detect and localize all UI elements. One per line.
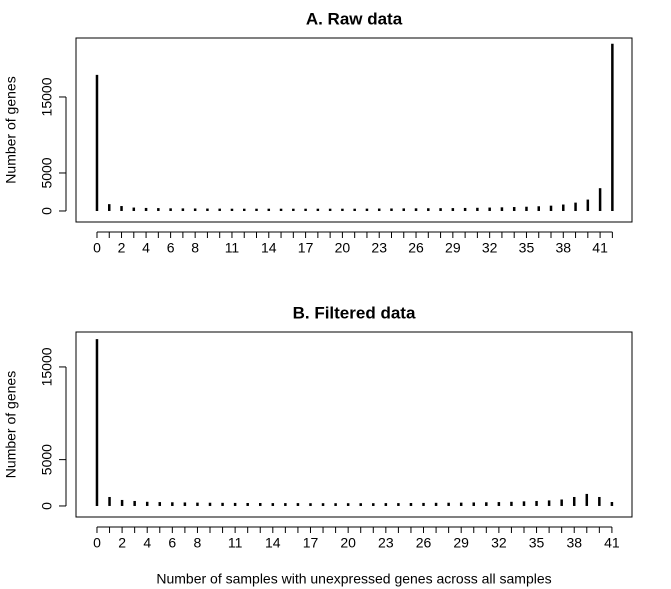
x-tick-label: 38	[566, 535, 582, 551]
x-tick-label: 0	[93, 535, 101, 551]
x-tick-label: 0	[93, 240, 101, 256]
plot-frame	[75, 37, 633, 223]
x-tick-label: 26	[408, 240, 424, 256]
x-tick-label: 23	[371, 240, 387, 256]
y-tick-label: 5000	[39, 444, 55, 475]
y-tick-label: 15000	[39, 77, 55, 116]
x-tick-label: 32	[491, 535, 507, 551]
y-tick-label: 0	[39, 502, 55, 510]
y-axis-label: Number of genes	[3, 371, 19, 478]
x-tick-label: 41	[592, 240, 608, 256]
y-axis-label: Number of genes	[3, 76, 19, 183]
x-tick-label: 20	[340, 535, 356, 551]
y-tick-label: 5000	[39, 157, 55, 188]
x-tick-label: 35	[519, 240, 535, 256]
x-tick-label: 23	[378, 535, 394, 551]
x-tick-label: 8	[194, 535, 202, 551]
x-tick-label: 6	[167, 240, 175, 256]
x-tick-label: 29	[453, 535, 469, 551]
x-tick-label: 14	[261, 240, 277, 256]
x-tick-label: 38	[555, 240, 571, 256]
x-tick-label: 6	[168, 535, 176, 551]
x-tick-label: 26	[416, 535, 432, 551]
x-tick-label: 20	[335, 240, 351, 256]
x-tick-label: 11	[225, 240, 240, 256]
x-tick-label: 4	[143, 535, 151, 551]
y-tick-label: 15000	[39, 347, 55, 386]
x-tick-label: 2	[118, 240, 126, 256]
x-tick-label: 41	[604, 535, 620, 551]
x-tick-label: 2	[118, 535, 126, 551]
x-tick-label: 17	[298, 240, 314, 256]
x-axis-label: Number of samples with unexpressed genes…	[156, 571, 551, 587]
plot-frame	[75, 331, 633, 518]
x-tick-label: 4	[142, 240, 150, 256]
y-tick-label: 0	[39, 207, 55, 215]
x-tick-label: 8	[191, 240, 199, 256]
x-tick-label: 29	[445, 240, 461, 256]
x-tick-label: 17	[303, 535, 319, 551]
x-tick-label: 11	[228, 535, 243, 551]
x-tick-label: 32	[482, 240, 498, 256]
x-tick-label: 35	[529, 535, 545, 551]
chart-title: A. Raw data	[306, 9, 403, 28]
x-tick-label: 14	[265, 535, 281, 551]
chart-title: B. Filtered data	[293, 303, 416, 322]
